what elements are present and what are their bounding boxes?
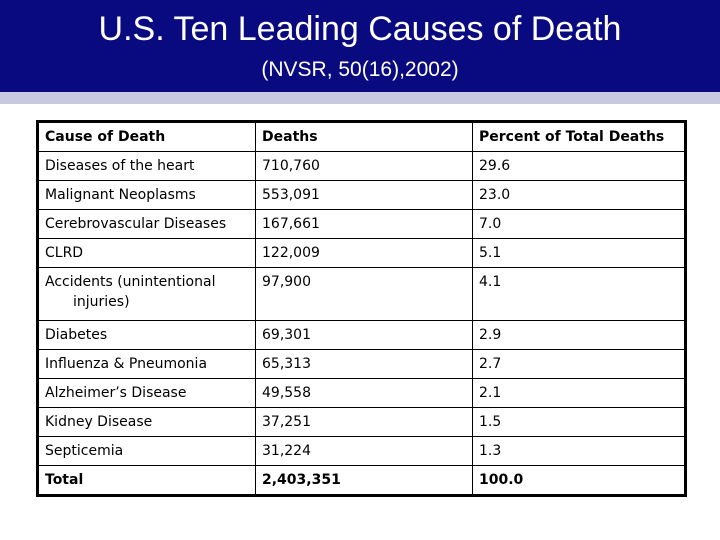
cell-percent: 23.0 bbox=[472, 180, 686, 210]
cell-cause: Diseases of the heart bbox=[37, 151, 256, 181]
cell-percent: 2.1 bbox=[472, 378, 686, 408]
header-cause: Cause of Death bbox=[37, 121, 256, 152]
table-row: Diabetes 69,301 2.9 bbox=[37, 320, 686, 350]
cell-cause: Cerebrovascular Diseases bbox=[37, 209, 256, 239]
cell-percent: 2.7 bbox=[472, 349, 686, 379]
total-label: Total bbox=[37, 465, 256, 496]
cell-percent: 4.1 bbox=[472, 267, 686, 321]
cell-cause: Malignant Neoplasms bbox=[37, 180, 256, 210]
cell-cause: Influenza & Pneumonia bbox=[37, 349, 256, 379]
title-underline-band bbox=[0, 92, 720, 104]
table-row: Kidney Disease 37,251 1.5 bbox=[37, 407, 686, 437]
cell-cause: Kidney Disease bbox=[37, 407, 256, 437]
total-deaths: 2,403,351 bbox=[255, 465, 473, 496]
cell-percent: 29.6 bbox=[472, 151, 686, 181]
table-header-row: Cause of Death Deaths Percent of Total D… bbox=[37, 121, 686, 152]
cell-deaths: 97,900 bbox=[255, 267, 473, 321]
table-row: Accidents (unintentional injuries) 97,90… bbox=[37, 267, 686, 321]
cell-cause: CLRD bbox=[37, 238, 256, 268]
cell-deaths: 65,313 bbox=[255, 349, 473, 379]
header-deaths: Deaths bbox=[255, 121, 473, 152]
cell-deaths: 122,009 bbox=[255, 238, 473, 268]
cell-cause-line2: injuries) bbox=[73, 294, 130, 310]
cell-percent: 1.5 bbox=[472, 407, 686, 437]
cell-percent: 2.9 bbox=[472, 320, 686, 350]
cell-cause: Diabetes bbox=[37, 320, 256, 350]
table-row: Alzheimer’s Disease 49,558 2.1 bbox=[37, 378, 686, 408]
cell-deaths: 49,558 bbox=[255, 378, 473, 408]
cell-cause: Septicemia bbox=[37, 436, 256, 466]
table-row: Cerebrovascular Diseases 167,661 7.0 bbox=[37, 209, 686, 239]
cell-percent: 1.3 bbox=[472, 436, 686, 466]
slide-subtitle: (NVSR, 50(16),2002) bbox=[261, 58, 459, 81]
table-total-row: Total 2,403,351 100.0 bbox=[37, 465, 686, 496]
table-row: Septicemia 31,224 1.3 bbox=[37, 436, 686, 466]
cell-cause: Accidents (unintentional injuries) bbox=[37, 267, 256, 321]
cell-cause: Alzheimer’s Disease bbox=[37, 378, 256, 408]
title-bar: U.S. Ten Leading Causes of Death (NVSR, … bbox=[0, 0, 720, 92]
cell-percent: 5.1 bbox=[472, 238, 686, 268]
header-percent: Percent of Total Deaths bbox=[472, 121, 686, 152]
table-row: Diseases of the heart 710,760 29.6 bbox=[37, 151, 686, 181]
cell-deaths: 167,661 bbox=[255, 209, 473, 239]
table-row: Malignant Neoplasms 553,091 23.0 bbox=[37, 180, 686, 210]
cell-deaths: 69,301 bbox=[255, 320, 473, 350]
cell-percent: 7.0 bbox=[472, 209, 686, 239]
total-percent: 100.0 bbox=[472, 465, 686, 496]
table-row: CLRD 122,009 5.1 bbox=[37, 238, 686, 268]
table-row: Influenza & Pneumonia 65,313 2.7 bbox=[37, 349, 686, 379]
cell-deaths: 710,760 bbox=[255, 151, 473, 181]
cell-cause-line1: Accidents (unintentional bbox=[45, 274, 216, 290]
cell-deaths: 31,224 bbox=[255, 436, 473, 466]
causes-of-death-table: Cause of Death Deaths Percent of Total D… bbox=[36, 120, 687, 497]
cell-deaths: 37,251 bbox=[255, 407, 473, 437]
slide-title: U.S. Ten Leading Causes of Death bbox=[98, 10, 622, 48]
cell-deaths: 553,091 bbox=[255, 180, 473, 210]
